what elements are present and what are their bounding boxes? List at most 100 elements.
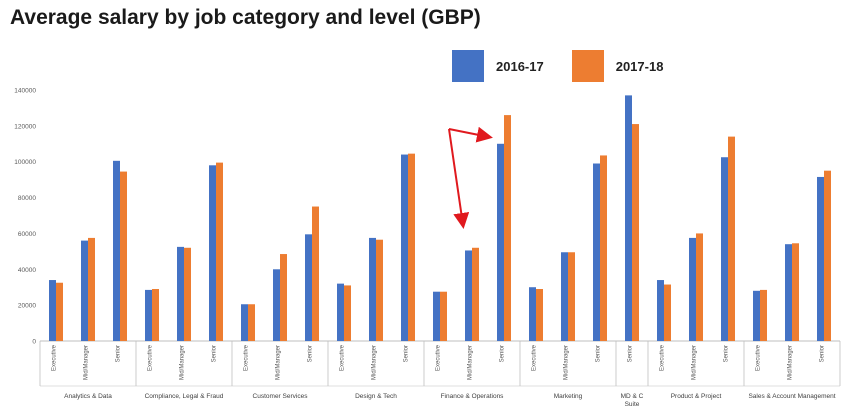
- level-tick-label: Mid/Manager: [180, 345, 186, 380]
- bar-2016-17: [49, 280, 56, 341]
- legend-item-2016-17: 2016-17: [452, 50, 572, 82]
- bar-2016-17: [785, 244, 792, 341]
- level-tick-label: Senior: [308, 345, 314, 362]
- bar-2016-17: [753, 290, 760, 341]
- category-label: Analytics & Data: [64, 393, 112, 400]
- bar-2016-17: [561, 252, 568, 341]
- bar-2016-17: [369, 237, 376, 341]
- bar-2016-17: [177, 246, 184, 341]
- bar-2017-18: [504, 115, 511, 341]
- bar-2016-17: [273, 269, 280, 341]
- bar-2016-17: [625, 95, 632, 341]
- bar-2016-17: [657, 280, 664, 341]
- bar-2017-18: [728, 136, 735, 341]
- bar-2016-17: [433, 291, 440, 341]
- category-label: MD & C Suite: [621, 393, 644, 408]
- level-tick-label: Mid/Manager: [788, 345, 794, 380]
- level-tick-label: Executive: [436, 344, 442, 371]
- bar-2017-18: [376, 239, 383, 341]
- level-tick-label: Executive: [532, 344, 538, 371]
- bar-2016-17: [689, 237, 696, 341]
- level-tick-label: Senior: [820, 345, 826, 362]
- bar-2016-17: [817, 176, 824, 341]
- bar-2017-18: [88, 237, 95, 341]
- annotation-arrow: [448, 126, 493, 143]
- bar-2016-17: [529, 287, 536, 341]
- y-tick-label: 120000: [14, 123, 36, 130]
- level-tick-label: Senior: [116, 345, 122, 362]
- level-tick-label: Mid/Manager: [564, 345, 570, 380]
- y-tick-label: 80000: [18, 195, 36, 202]
- bar-2017-18: [312, 206, 319, 341]
- bar-2017-18: [152, 289, 159, 341]
- level-tick-label: Executive: [148, 344, 154, 371]
- bar-2016-17: [145, 289, 152, 341]
- y-tick-label: 100000: [14, 159, 36, 166]
- bar-2016-17: [337, 283, 344, 341]
- level-tick-label: Executive: [756, 344, 762, 371]
- bar-2017-18: [760, 289, 767, 341]
- level-tick-label: Senior: [404, 345, 410, 362]
- bar-2016-17: [465, 250, 472, 341]
- level-tick-label: Mid/Manager: [692, 345, 698, 380]
- y-tick-label: 40000: [18, 267, 36, 274]
- level-tick-label: Senior: [212, 345, 218, 362]
- level-tick-label: Executive: [340, 344, 346, 371]
- level-tick-label: Senior: [596, 345, 602, 362]
- legend-label-2016-17: 2016-17: [496, 58, 544, 74]
- bar-2016-17: [305, 234, 312, 341]
- bar-2017-18: [120, 171, 127, 341]
- level-tick-label: Senior: [628, 345, 634, 362]
- bar-2017-18: [184, 247, 191, 341]
- bar-2017-18: [792, 243, 799, 341]
- legend: 2016-17 2017-18: [452, 50, 691, 82]
- level-tick-label: Mid/Manager: [84, 345, 90, 380]
- category-label: Customer Services: [253, 393, 309, 400]
- legend-swatch-2017-18: [571, 50, 604, 82]
- category-label: Product & Project: [671, 393, 722, 400]
- bar-2017-18: [280, 254, 287, 341]
- bar-2016-17: [721, 157, 728, 341]
- bar-2017-18: [696, 233, 703, 341]
- annotation-arrow: [448, 128, 470, 229]
- legend-item-2017-18: 2017-18: [571, 50, 692, 82]
- level-tick-label: Mid/Manager: [468, 345, 474, 380]
- bar-2017-18: [664, 284, 671, 341]
- chart-title: Average salary by job category and level…: [10, 6, 481, 29]
- bar-2017-18: [56, 282, 63, 341]
- category-label: Finance & Operations: [441, 393, 505, 400]
- legend-swatch-2016-17: [452, 50, 484, 82]
- level-tick-label: Mid/Manager: [372, 345, 378, 380]
- bar-2017-18: [472, 247, 479, 341]
- bar-2017-18: [536, 289, 543, 341]
- level-tick-label: Executive: [52, 344, 58, 371]
- bar-2016-17: [241, 304, 248, 341]
- category-label: Marketing: [554, 393, 583, 400]
- y-tick-label: 20000: [18, 303, 36, 310]
- category-label: Compliance, Legal & Fraud: [145, 393, 224, 400]
- bar-2017-18: [248, 304, 255, 341]
- level-tick-label: Mid/Manager: [276, 345, 282, 380]
- bar-2017-18: [408, 153, 415, 341]
- level-tick-label: Executive: [660, 344, 666, 371]
- y-tick-label: 60000: [18, 231, 36, 238]
- bar-2016-17: [593, 163, 600, 341]
- bar-2017-18: [568, 252, 575, 341]
- category-label: Sales & Account Management: [748, 393, 835, 400]
- level-tick-label: Senior: [724, 345, 730, 362]
- bar-2016-17: [401, 154, 408, 341]
- bar-2016-17: [81, 240, 88, 341]
- bar-2016-17: [209, 165, 216, 341]
- bar-2017-18: [440, 291, 447, 341]
- legend-label-2017-18: 2017-18: [615, 58, 664, 74]
- level-tick-label: Senior: [500, 345, 506, 362]
- bar-2017-18: [600, 155, 607, 341]
- category-label: Design & Tech: [355, 393, 397, 400]
- bar-2016-17: [113, 160, 120, 341]
- bar-2017-18: [632, 124, 639, 341]
- bar-2017-18: [824, 170, 831, 341]
- y-tick-label: 140000: [14, 88, 36, 95]
- bar-2016-17: [497, 143, 504, 341]
- bar-2017-18: [216, 162, 223, 341]
